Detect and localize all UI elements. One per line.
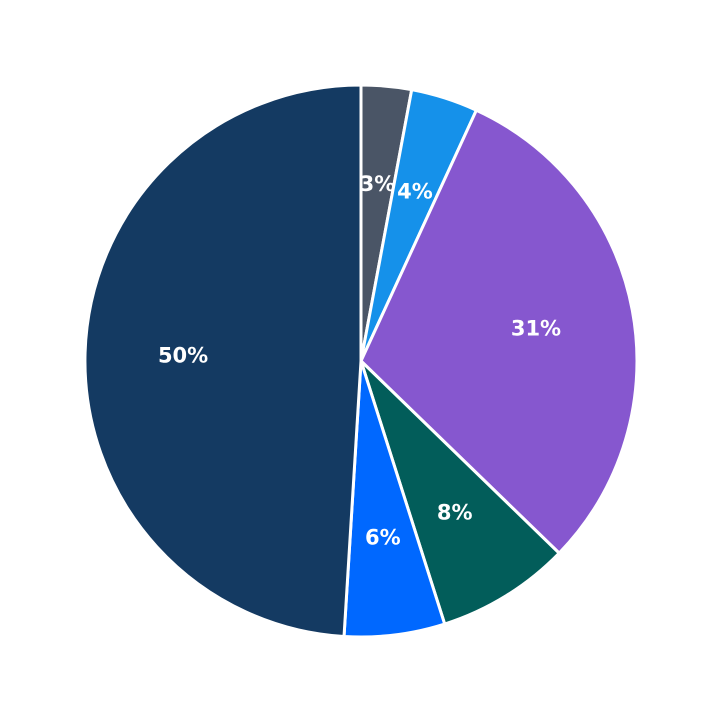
pie-slice-label-2: 31% [511, 316, 561, 340]
pie-slice-label-4: 6% [365, 526, 401, 550]
pie-slices [83, 83, 639, 639]
pie-slice-label-5: 50% [158, 344, 208, 368]
pie-slice-label-0: 3% [360, 172, 396, 196]
pie-slice-3 [359, 359, 561, 626]
pie-slice-label-3: 8% [437, 500, 473, 524]
pie-labels: 3% 4% 31% 8% 6% 50% [158, 172, 561, 550]
pie-slice-5 [83, 83, 363, 638]
pie-slice-2 [359, 108, 639, 555]
pie-slice-label-1: 4% [397, 179, 433, 203]
